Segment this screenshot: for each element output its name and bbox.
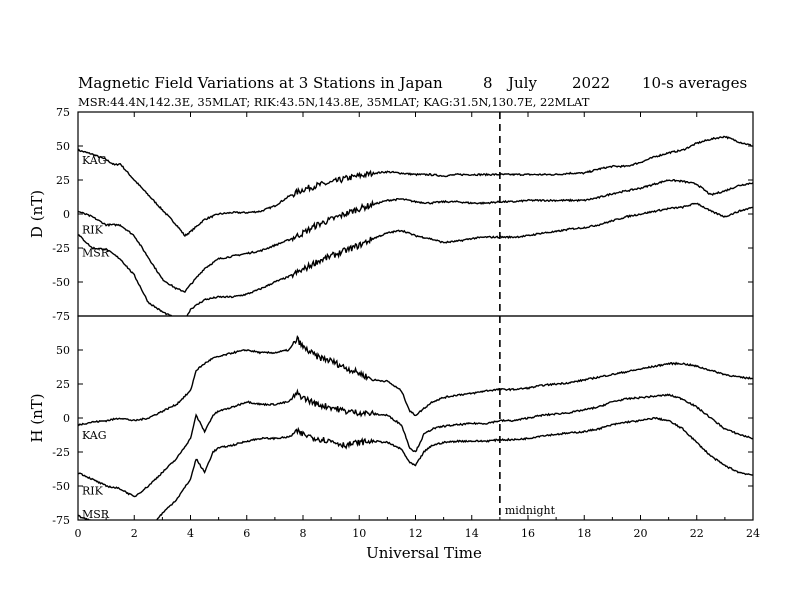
series-line-msr [78,202,753,316]
x-tick-label: 2 [131,527,138,540]
series-line-rik [78,388,753,498]
y-tick-label: -75 [52,514,70,527]
x-tick-label: 16 [521,527,535,540]
y-tick-label: -25 [52,446,70,459]
panel-d: -75 -50 -25 0 25 50 75 D (nT) KAG RIK MSR [28,106,754,323]
series-line-kag [78,335,753,427]
x-tick-label: 4 [187,527,194,540]
series-label-rik: RIK [82,484,104,497]
y-tick-label: 25 [56,174,70,187]
x-tick-label: 20 [634,527,648,540]
x-tick-label: 0 [75,527,82,540]
x-axis-label: Universal Time [366,544,482,562]
averaging-label: 10-s averages [642,74,747,92]
series-label-rik: RIK [82,223,104,236]
y-tick-label: -50 [52,480,70,493]
x-tick-label: 18 [577,527,591,540]
date-year: 2022 [572,74,610,92]
chart-title: Magnetic Field Variations at 3 Stations … [78,74,443,92]
x-tick-label: 8 [300,527,307,540]
y-tick-label: -75 [52,310,70,323]
x-tick-label: 22 [690,527,704,540]
date-month: July [506,74,537,92]
series-label-msr: MSR [82,508,110,521]
series-label-kag: KAG [82,429,107,442]
panel-frame [77,111,754,317]
series-line-kag [78,135,753,238]
date-day: 8 [483,74,493,92]
x-tick-label: 10 [352,527,366,540]
x-tick-label: 12 [409,527,423,540]
x-tick-label: 24 [746,527,760,540]
y-tick-label: 25 [56,378,70,391]
panel-frame [77,315,754,521]
series-label-msr: MSR [82,246,110,259]
y-tick-label: 50 [56,344,70,357]
y-tick-label: 75 [56,106,70,119]
midnight-label: midnight [505,504,556,517]
series-line-msr [78,416,753,520]
x-tick-label: 14 [465,527,479,540]
y-tick-label: -25 [52,242,70,255]
y-tick-label: 0 [63,208,70,221]
y-tick-label: 0 [63,412,70,425]
x-tick-label: 6 [243,527,250,540]
y-tick-label: -50 [52,276,70,289]
y-axis-label: D (nT) [28,190,46,238]
y-tick-label: 50 [56,140,70,153]
station-coordinates: MSR:44.4N,142.3E, 35MLAT; RIK:43.5N,143.… [78,95,590,109]
series-line-rik [78,178,753,294]
series-label-kag: KAG [82,154,107,167]
y-axis-label: H (nT) [28,393,46,442]
panel-h: -75 -50 -25 0 25 50 H (nT) KAG RIK MSR [28,315,754,527]
